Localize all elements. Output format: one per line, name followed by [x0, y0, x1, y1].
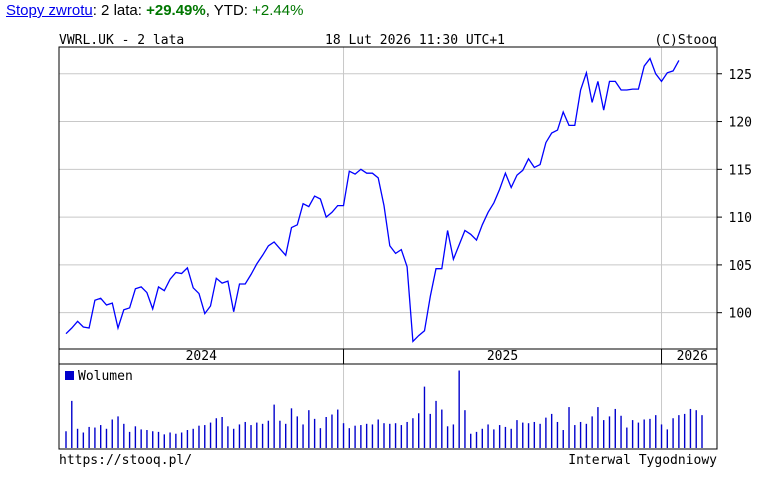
- y-tick-label: 120: [729, 116, 752, 131]
- year-label: 2024: [186, 349, 217, 364]
- y-axis-ticks: 100 105 110 115 120 125: [717, 68, 752, 322]
- chart-datetime: 18 Lut 2026 11:30 UTC+1: [325, 33, 505, 48]
- returns-line: Stopy zwrotu: 2 lata: +29.49%, YTD: +2.4…: [6, 2, 303, 19]
- ytd-label: , YTD:: [205, 2, 253, 19]
- year-axis-strip: [58, 348, 718, 365]
- footer-interval: Interwal Tygodniowy: [568, 453, 717, 468]
- year-label: 2025: [487, 349, 518, 364]
- y-tick-label: 115: [729, 163, 752, 178]
- period-return-value: +29.49%: [146, 2, 206, 19]
- y-tick-label: 105: [729, 259, 752, 274]
- ytd-return-value: +2.44%: [252, 2, 304, 19]
- returns-link[interactable]: Stopy zwrotu: [6, 2, 93, 19]
- chart-ticker-title: VWRL.UK - 2 lata: [59, 33, 184, 48]
- y-tick-label: 110: [729, 211, 752, 226]
- grid-lines: [59, 47, 717, 449]
- price-plot-frame: [58, 46, 718, 350]
- year-axis-labels: 2024 2025 2026: [186, 349, 708, 364]
- year-label: 2026: [677, 349, 708, 364]
- footer-url: https://stooq.pl/: [59, 453, 192, 468]
- volume-bars: [65, 370, 703, 448]
- y-tick-label: 125: [729, 68, 752, 83]
- volume-legend-label: Wolumen: [78, 369, 133, 384]
- period-label: : 2 lata:: [92, 2, 147, 19]
- chart-copyright: (C)Stooq: [654, 33, 717, 48]
- y-tick-label: 100: [729, 307, 752, 322]
- price-series-line: [65, 57, 680, 343]
- volume-legend-swatch: [65, 371, 74, 380]
- volume-plot-frame: [58, 363, 718, 450]
